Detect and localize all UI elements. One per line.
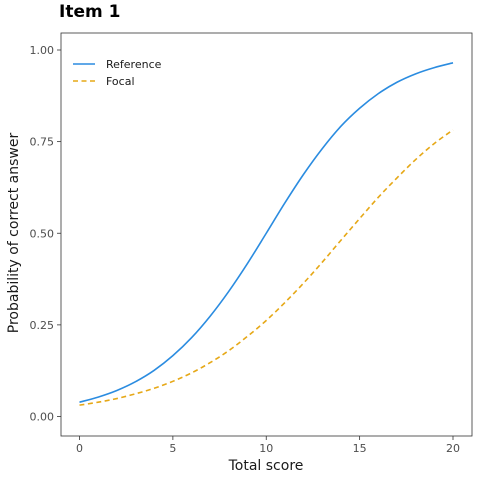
y-tick-label: 0.50 xyxy=(30,227,55,240)
series-lines xyxy=(79,62,454,406)
y-axis-title: Probability of correct answer xyxy=(6,133,22,334)
reference-series-line xyxy=(79,62,454,403)
chart-title: Item 1 xyxy=(59,2,121,22)
y-tick-label: 0.25 xyxy=(30,319,55,332)
x-tick-label: 0 xyxy=(76,442,83,455)
x-tick-label: 20 xyxy=(446,442,460,455)
y-tick-label: 1.00 xyxy=(30,44,55,57)
x-tick-label: 10 xyxy=(259,442,273,455)
focal-legend-label: Focal xyxy=(106,75,135,88)
x-axis: 0 5 10 15 20 xyxy=(76,436,460,455)
x-tick-label: 5 xyxy=(169,442,176,455)
reference-legend-label: Reference xyxy=(106,58,162,71)
plot-panel xyxy=(60,32,473,437)
x-tick-label: 15 xyxy=(353,442,367,455)
focal-series-line xyxy=(79,129,454,406)
x-axis-title: Total score xyxy=(228,458,304,474)
y-tick-label: 0.75 xyxy=(30,136,55,149)
y-tick-label: 0.00 xyxy=(30,411,55,424)
y-axis: 0.00 0.25 0.50 0.75 1.00 xyxy=(30,44,61,424)
legend: Reference Focal xyxy=(73,58,162,88)
